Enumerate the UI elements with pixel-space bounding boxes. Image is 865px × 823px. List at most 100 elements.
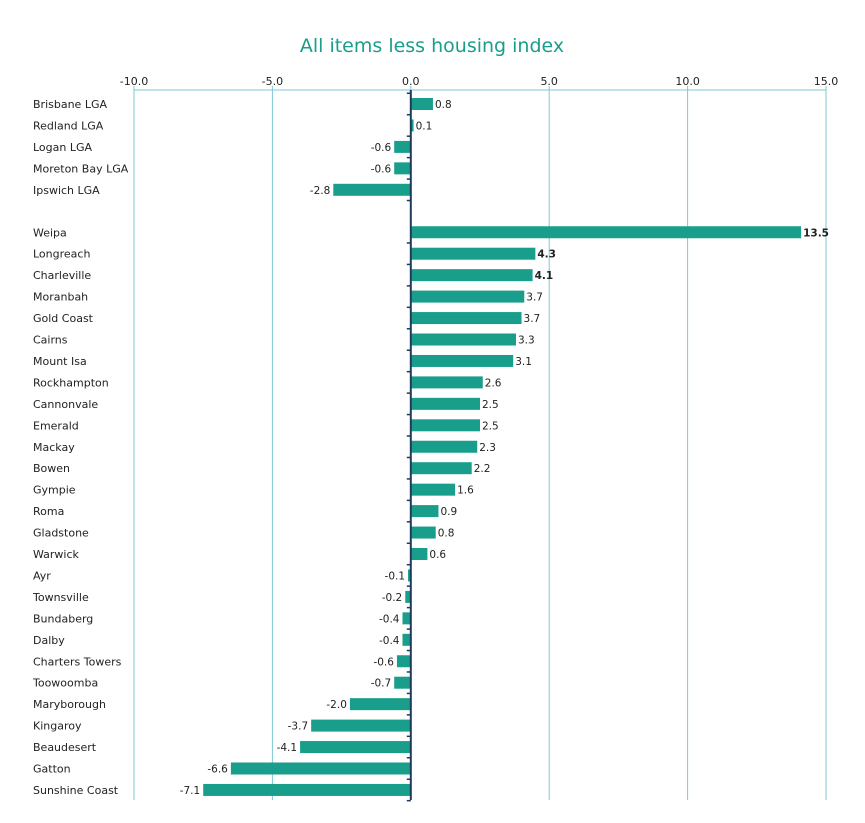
category-label: Longreach [33,248,90,261]
value-label: 3.1 [515,356,532,368]
category-label: Logan LGA [33,141,93,154]
value-label: 2.3 [479,442,496,454]
bar [410,505,439,518]
bar [410,397,480,410]
value-label: -2.0 [326,699,347,711]
value-label: 0.6 [429,549,446,561]
value-label: -0.4 [379,613,400,625]
value-label: -0.7 [371,678,392,690]
value-labels: 0.80.1-0.6-0.6-2.813.54.34.13.73.73.33.1… [180,99,829,797]
category-label: Moreton Bay LGA [33,162,129,175]
value-label: -4.1 [277,742,298,754]
bar [300,741,411,754]
bar [410,312,522,325]
x-tick-label: 0.0 [402,75,420,88]
category-label: Moranbah [33,291,88,304]
category-label: Roma [33,505,64,518]
category-label: Ipswich LGA [33,184,100,197]
value-label: -7.1 [180,785,201,797]
value-label: -0.4 [379,635,400,647]
bar [410,419,480,432]
bar [410,290,525,303]
category-label: Gladstone [33,527,89,540]
value-label: -0.1 [385,570,406,582]
bar [349,698,411,711]
bars [203,98,802,796]
bar [410,548,428,560]
bar [402,633,411,646]
category-label: Mackay [33,441,75,454]
bar [394,140,411,153]
bar [410,440,478,453]
x-axis-ticks: -10.0 -5.0 0.0 5.0 10.0 15.0 [120,75,838,88]
bar [410,269,533,282]
category-label: Weipa [33,226,67,239]
bar [410,376,483,389]
value-label: 0.8 [435,99,452,111]
category-label: Sunshine Coast [33,784,119,797]
category-label: Bundaberg [33,612,93,625]
category-label: Ayr [33,569,51,582]
x-tick-label: 10.0 [675,75,700,88]
category-label: Cairns [33,334,68,347]
category-label: Gold Coast [33,312,94,325]
category-label: Dalby [33,634,65,647]
value-label: 2.6 [485,377,502,389]
value-label: -0.6 [373,656,394,668]
bar [410,98,433,110]
category-label: Maryborough [33,698,106,711]
bar [410,119,414,132]
value-label: 3.7 [524,313,541,325]
bar [230,762,411,775]
category-label: Gatton [33,763,71,776]
x-tick-label: 15.0 [814,75,839,88]
category-label: Redland LGA [33,119,104,132]
category-label: Emerald [33,419,79,432]
value-label: -3.7 [288,721,309,733]
bar [394,676,411,689]
value-label: 0.1 [416,120,433,132]
bar [410,526,436,539]
bar [410,483,456,496]
value-label: 0.8 [438,528,455,540]
value-label: 2.5 [482,420,499,432]
category-label: Brisbane LGA [33,98,107,111]
bar [410,354,514,367]
bar [405,590,411,603]
category-label: Charleville [33,269,91,282]
gridlines [133,86,827,800]
bar [410,226,802,239]
zero-axis [406,90,412,802]
value-label: 4.1 [535,270,554,282]
bar [396,655,411,668]
bar [394,162,411,175]
value-label: 2.2 [474,463,491,475]
bar [402,612,411,625]
category-label: Cannonvale [33,398,98,411]
bar [203,783,411,796]
value-label: 3.3 [518,335,535,347]
value-label: -6.6 [207,764,228,776]
bar [410,247,536,260]
category-label: Beaudesert [33,741,97,754]
x-tick-label: -5.0 [262,75,283,88]
x-tick-label: -10.0 [120,75,148,88]
category-label: Charters Towers [33,655,122,668]
bar [408,569,411,582]
category-label: Kingaroy [33,720,82,733]
value-label: 0.9 [440,506,457,518]
value-label: -0.2 [382,592,403,604]
value-label: 4.3 [537,249,556,261]
value-label: 3.7 [526,292,543,304]
chart-title: All items less housing index [300,35,564,57]
value-label: 13.5 [803,227,829,239]
category-label: Bowen [33,462,70,475]
bar [410,462,472,475]
category-label: Rockhampton [33,376,109,389]
value-label: 2.5 [482,399,499,411]
bar [333,183,411,196]
bar [410,333,516,346]
x-tick-label: 5.0 [540,75,558,88]
category-label: Gympie [33,484,76,497]
